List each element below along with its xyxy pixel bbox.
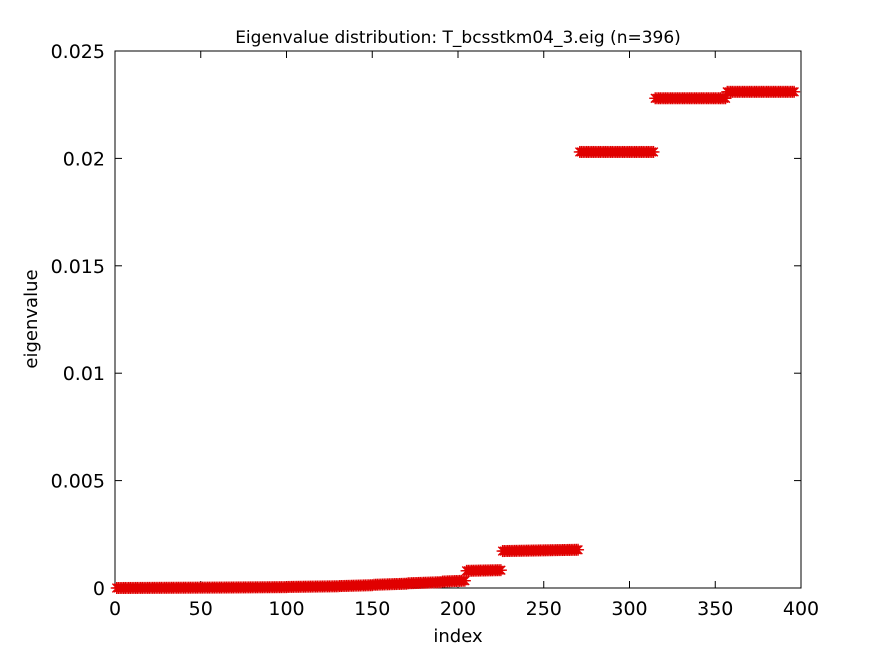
x-tick-label: 300 [611,598,647,620]
x-tick-label: 350 [697,598,733,620]
chart-title: Eigenvalue distribution: T_bcsstkm04_3.e… [235,28,681,48]
y-tick-label: 0.025 [51,41,105,63]
x-axis-label: index [433,626,483,647]
y-axis-label: eigenvalue [21,269,42,368]
data-point [788,85,801,98]
x-tick-label: 150 [354,598,390,620]
data-point [494,564,507,577]
data-point [647,145,660,158]
plot-area-frame [114,50,802,589]
axis-ticks [114,50,802,589]
x-tick-label: 200 [440,598,476,620]
y-tick-label: 0.01 [63,363,105,385]
y-tick-label: 0.005 [51,471,105,493]
x-tick-label: 250 [526,598,562,620]
x-tick-label: 0 [109,598,121,620]
x-tick-label: 400 [783,598,819,620]
data-points [110,85,801,594]
x-tick-label: 50 [189,598,213,620]
y-tick-label: 0 [93,578,105,600]
y-tick-label: 0.015 [51,256,105,278]
data-point [458,574,471,587]
data-point [572,543,585,556]
y-tick-label: 0.02 [63,148,105,170]
axis-tick-labels: 0 50 100 150 200 250 300 350 400 0 0.005 0.01 0.015 0… [51,41,820,620]
x-tick-label: 100 [268,598,304,620]
